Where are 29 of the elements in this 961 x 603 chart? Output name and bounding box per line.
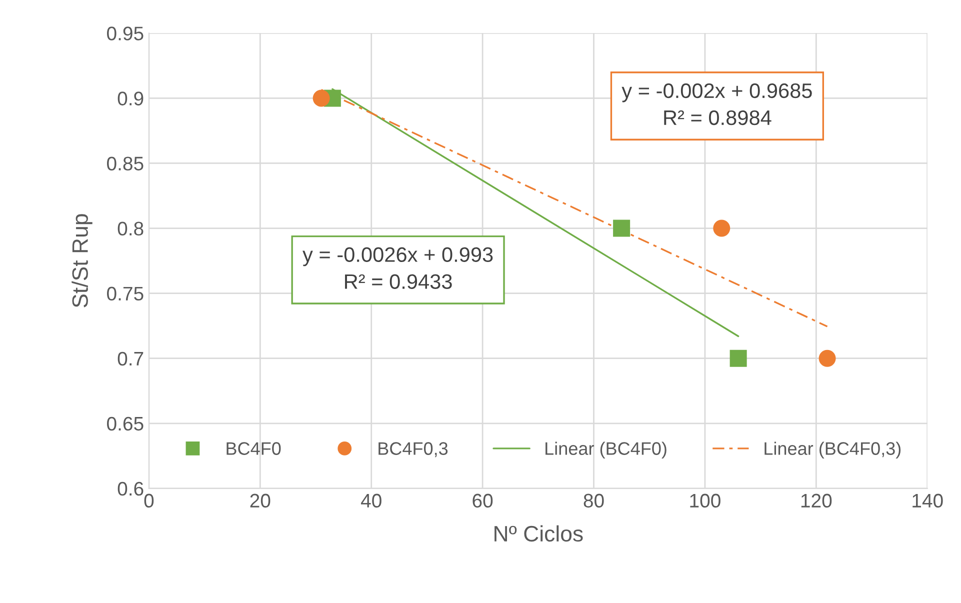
legend-label: BC4F0,3 (378, 442, 448, 458)
y-axis-title: St/St Rup (72, 214, 92, 308)
x-tick-label: 100 (690, 494, 720, 508)
x-tick-label: 0 (144, 494, 154, 508)
point (818, 350, 836, 367)
x-tick-label: 40 (360, 494, 382, 508)
point (613, 220, 630, 237)
x-tick-label: 60 (472, 494, 493, 508)
point (730, 350, 747, 367)
y-tick-label: 0.65 (107, 416, 144, 431)
x-tick-label: 20 (250, 494, 270, 508)
x-tick-label: 140 (912, 494, 943, 508)
annotation: y = -0.0026x + 0.993 R² = 0.9433 (302, 247, 493, 289)
legend-label: Linear (BC4F0) (546, 442, 666, 459)
y-tick-label: 0.9 (118, 92, 144, 106)
y-tick-label: 0.8 (118, 222, 144, 236)
legend-label: Linear (BC4F0,3) (764, 442, 901, 459)
legend-label: BC4F0 (226, 442, 281, 455)
y-tick-label: 0.7 (118, 352, 144, 366)
y-tick-label: 0.95 (107, 26, 144, 40)
x-axis-title: Nº Ciclos (494, 525, 583, 542)
y-tick-label: 0.75 (107, 286, 144, 301)
annotation: y = -0.002x + 0.9685 R² = 0.8984 (622, 83, 812, 126)
y-tick-label: 0.85 (107, 156, 144, 170)
y-tick-label: 0.6 (118, 482, 144, 496)
point (312, 90, 330, 107)
x-tick-label: 120 (801, 494, 832, 508)
point (713, 220, 730, 237)
x-tick-label: 80 (584, 494, 604, 508)
